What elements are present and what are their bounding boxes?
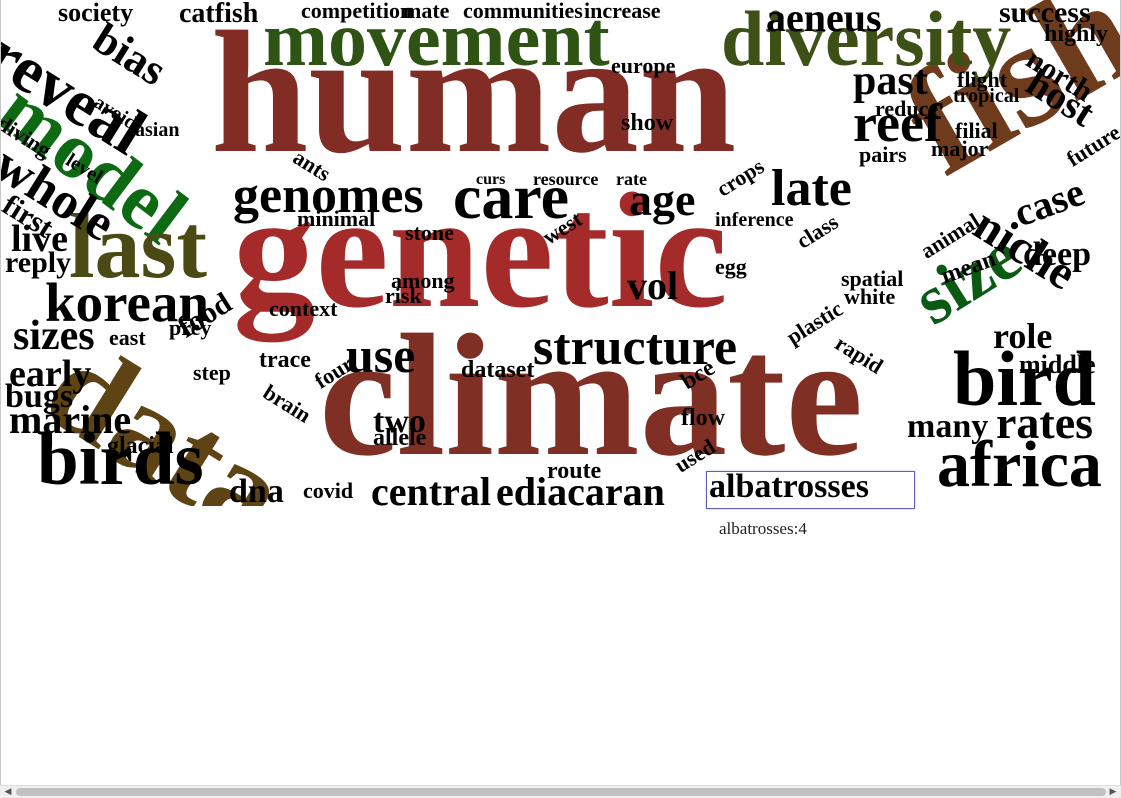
cloud-word-covid[interactable]: covid: [303, 478, 354, 503]
cloud-word-among[interactable]: among: [391, 268, 455, 293]
cloud-word-pairs[interactable]: pairs: [859, 142, 907, 167]
cloud-word-korean[interactable]: korean: [45, 272, 210, 333]
cloud-word-deep[interactable]: deep: [1023, 236, 1091, 273]
cloud-word-case[interactable]: case: [1007, 168, 1091, 236]
cloud-word-last[interactable]: last: [69, 195, 207, 297]
cloud-word-structure[interactable]: structure: [533, 319, 738, 376]
cloud-word-risk[interactable]: risk: [385, 283, 422, 308]
cloud-word-early[interactable]: early: [9, 353, 92, 395]
cloud-word-marine[interactable]: marine: [9, 397, 132, 442]
scroll-right-icon[interactable]: ▶: [1109, 787, 1117, 797]
cloud-word-ediacaran[interactable]: ediacaran: [496, 469, 665, 507]
cloud-word-past[interactable]: past: [853, 58, 928, 104]
cloud-word-trace[interactable]: trace: [259, 347, 311, 373]
cloud-word-flight[interactable]: flight: [957, 67, 1008, 92]
cloud-word-show[interactable]: show: [621, 110, 674, 136]
cloud-word-dataset[interactable]: dataset: [461, 357, 535, 383]
hovered-word[interactable]: albatrosses: [709, 468, 869, 505]
cloud-word-dna[interactable]: dna: [229, 473, 284, 507]
cloud-word-allele[interactable]: allele: [373, 425, 427, 451]
cloud-word-vol[interactable]: vol: [627, 263, 679, 308]
hovered-word-highlight[interactable]: [706, 471, 915, 509]
cloud-word-white[interactable]: white: [844, 284, 896, 309]
cloud-word-flow[interactable]: flow: [681, 405, 725, 431]
cloud-word-bird[interactable]: bird: [953, 335, 1097, 422]
word-count-tooltip: albatrosses:4: [719, 519, 807, 538]
scroll-left-icon[interactable]: ◀: [4, 787, 12, 797]
cloud-word-genetic[interactable]: genetic: [233, 159, 728, 342]
cloud-word-society[interactable]: society: [58, 0, 134, 27]
cloud-word-minimal[interactable]: minimal: [297, 206, 376, 231]
scrollbar-thumb[interactable]: [16, 788, 1106, 796]
cloud-word-human[interactable]: human: [211, 0, 737, 189]
cloud-word-tropical[interactable]: tropical: [953, 85, 1020, 107]
cloud-word-increase[interactable]: increase: [584, 0, 661, 23]
cloud-word-step[interactable]: step: [193, 360, 231, 385]
cloud-word-reef[interactable]: reef: [853, 93, 942, 153]
cloud-word-route[interactable]: route: [547, 458, 602, 484]
cloud-word-genomes[interactable]: genomes: [233, 167, 424, 224]
cloud-word-success[interactable]: success: [999, 0, 1091, 29]
cloud-word-late[interactable]: late: [771, 160, 852, 217]
cloud-word-competition[interactable]: competition: [301, 0, 413, 23]
cloud-word-bugs[interactable]: bugs: [5, 378, 74, 415]
cloud-word-middle[interactable]: middle: [1019, 350, 1096, 379]
cloud-word-sizes[interactable]: sizes: [13, 313, 95, 359]
cloud-word-stone[interactable]: stone: [405, 220, 454, 245]
cloud-word-mate[interactable]: mate: [403, 0, 450, 23]
cloud-word-highly[interactable]: highly: [1044, 21, 1109, 47]
cloud-word-reduce[interactable]: reduce: [875, 96, 939, 121]
cloud-word-reply[interactable]: reply: [5, 246, 72, 279]
cloud-word-central[interactable]: central: [371, 469, 491, 507]
cloud-word-live[interactable]: live: [11, 218, 68, 260]
cloud-word-many[interactable]: many: [907, 408, 989, 445]
cloud-word-asian[interactable]: asian: [135, 119, 180, 141]
cloud-word-curs[interactable]: curs: [476, 171, 506, 188]
cloud-word-communities[interactable]: communities: [463, 0, 583, 23]
cloud-word-prey[interactable]: prey: [169, 315, 212, 340]
cloud-word-africa[interactable]: africa: [937, 428, 1102, 501]
cloud-word-egg[interactable]: egg: [715, 254, 747, 279]
cloud-word-context[interactable]: context: [269, 296, 338, 321]
horizontal-scrollbar[interactable]: ◀ ▶: [0, 785, 1121, 798]
cloud-word-rates[interactable]: rates: [996, 397, 1094, 448]
word-cloud: human genetic climate data fish movement diver…: [1, 0, 1120, 507]
cloud-word-age[interactable]: age: [629, 174, 696, 225]
cloud-word-east[interactable]: east: [109, 325, 146, 350]
cloud-word-major[interactable]: major: [931, 136, 989, 161]
cloud-word-aeneus[interactable]: aeneus: [766, 0, 882, 40]
cloud-word-climate[interactable]: climate: [319, 298, 864, 492]
cloud-word-inference[interactable]: inference: [715, 209, 794, 231]
cloud-word-filial[interactable]: filial: [955, 118, 998, 143]
cloud-word-use[interactable]: use: [346, 327, 416, 383]
cloud-word-spatial[interactable]: spatial: [841, 266, 904, 291]
cloud-word-care[interactable]: care: [453, 161, 570, 232]
cloud-word-rate[interactable]: rate: [616, 169, 647, 189]
cloud-word-two[interactable]: two: [373, 403, 426, 440]
cloud-word-glacial[interactable]: glacial: [107, 433, 174, 459]
cloud-word-europe[interactable]: europe: [611, 53, 676, 78]
cloud-word-diversity[interactable]: diversity: [721, 0, 1012, 82]
cloud-word-movement[interactable]: movement: [263, 0, 610, 82]
cloud-word-catfish[interactable]: catfish: [179, 0, 259, 29]
cloud-word-resource[interactable]: resource: [533, 169, 599, 189]
cloud-word-role[interactable]: role: [993, 316, 1053, 356]
cloud-word-birds[interactable]: birds: [37, 418, 204, 501]
